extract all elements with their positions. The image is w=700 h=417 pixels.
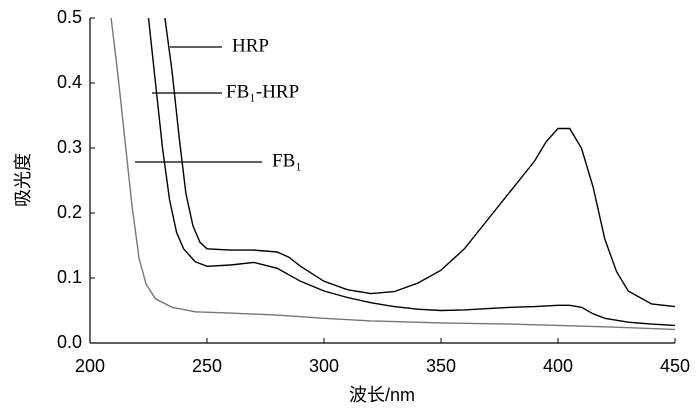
y-tick-label: 0.4 xyxy=(57,72,82,92)
series-label: FB₁ xyxy=(272,150,302,171)
series-line xyxy=(164,17,676,308)
x-tick-label: 350 xyxy=(426,356,456,376)
y-tick-label: 0.3 xyxy=(57,137,82,157)
x-tick-label: 450 xyxy=(660,356,690,376)
x-tick-label: 250 xyxy=(192,356,222,376)
x-tick-label: 400 xyxy=(543,356,573,376)
y-tick-label: 0.1 xyxy=(57,267,82,287)
series-line xyxy=(147,17,676,327)
y-tick-label: 0.0 xyxy=(57,332,82,352)
x-tick-label: 200 xyxy=(75,356,105,376)
x-axis-label: 波长/nm xyxy=(349,385,415,405)
series-line xyxy=(110,17,676,331)
x-tick-label: 300 xyxy=(309,356,339,376)
series-label: FB₁-HRP xyxy=(226,81,299,102)
series-label: HRP xyxy=(232,35,269,56)
y-axis-label: 吸光度 xyxy=(13,153,33,207)
y-tick-label: 0.2 xyxy=(57,202,82,222)
y-tick-label: 0.5 xyxy=(57,7,82,27)
